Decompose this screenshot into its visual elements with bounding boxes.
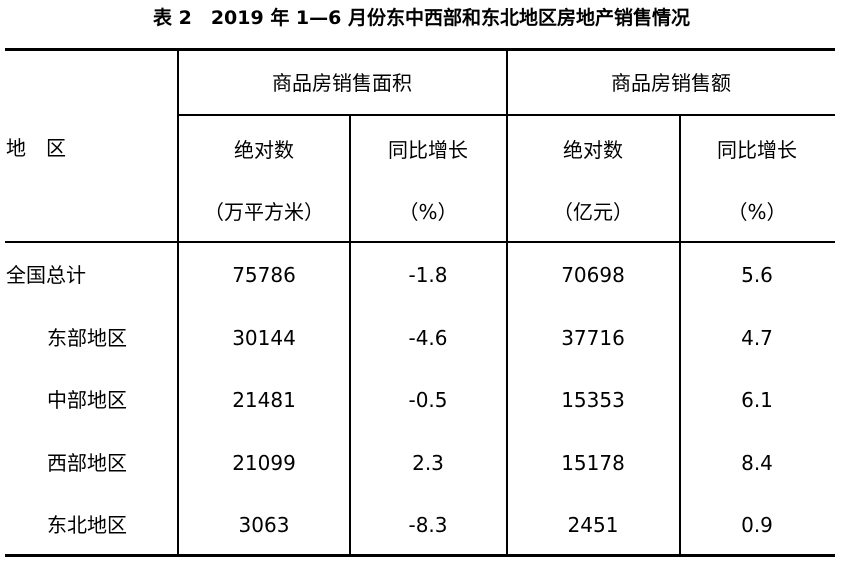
row-label: 全国总计 xyxy=(6,263,86,287)
cell: 37716 xyxy=(561,325,625,350)
cell: 30144 xyxy=(232,325,296,350)
cell: -0.5 xyxy=(408,388,448,412)
cell: 21099 xyxy=(232,450,296,475)
cell: 15353 xyxy=(561,388,625,412)
table-title: 表 2 2019 年 1—6 月份东中西部和东北地区房地产销售情况 xyxy=(152,7,690,29)
rule xyxy=(5,554,835,557)
cell: -8.3 xyxy=(408,513,448,537)
row-label: 中部地区 xyxy=(47,388,127,412)
cell: -1.8 xyxy=(408,263,448,287)
column-unit: （%） xyxy=(727,200,787,224)
group-header: 商品房销售面积 xyxy=(272,71,412,95)
rule xyxy=(506,50,508,556)
column-header: 绝对数 xyxy=(234,138,294,162)
cell: 15178 xyxy=(561,450,625,475)
row-label: 东部地区 xyxy=(47,325,127,350)
column-header: 绝对数 xyxy=(563,138,623,162)
rule xyxy=(5,241,835,243)
column-unit: （%） xyxy=(398,200,458,224)
cell: 2451 xyxy=(567,513,619,537)
column-header: 同比增长 xyxy=(388,138,468,162)
rule xyxy=(177,50,179,556)
cell: 21481 xyxy=(232,388,296,412)
row-label: 东北地区 xyxy=(47,513,127,537)
row-label: 西部地区 xyxy=(47,450,127,475)
cell: 3063 xyxy=(238,513,290,537)
cell: 75786 xyxy=(232,263,296,287)
cell: 0.9 xyxy=(741,513,773,537)
group-header: 商品房销售额 xyxy=(611,71,731,95)
column-header: 同比增长 xyxy=(717,138,797,162)
cell: 70698 xyxy=(561,263,625,287)
cell: 8.4 xyxy=(741,450,773,475)
column-unit: （亿元） xyxy=(553,200,633,224)
cell: -4.6 xyxy=(408,325,448,350)
rule xyxy=(5,48,835,51)
rule xyxy=(349,115,351,556)
cell: 4.7 xyxy=(741,325,773,350)
cell: 6.1 xyxy=(741,388,773,412)
region-header: 地 区 xyxy=(6,136,66,160)
cell: 2.3 xyxy=(412,450,444,475)
rule xyxy=(679,115,681,556)
cell: 5.6 xyxy=(741,263,773,287)
column-unit: （万平方米） xyxy=(204,200,324,224)
